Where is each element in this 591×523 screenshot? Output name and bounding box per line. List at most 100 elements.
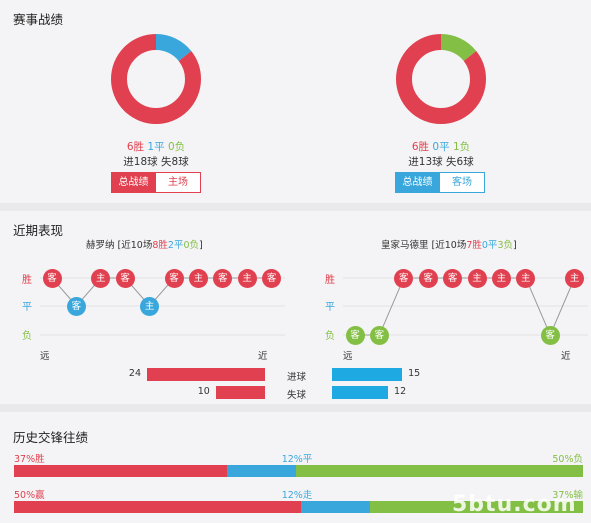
away-near-label: 近 xyxy=(561,351,571,362)
away-record-line: 6胜 0平 1负 xyxy=(385,139,497,154)
home-recent-draws: 2平 xyxy=(167,240,184,251)
away-recent-close: ] xyxy=(512,240,517,251)
record-panel: 赛事战绩 6胜 1平 0负 进18球 失8球 总战绩 主场 6胜 0平 1负 进… xyxy=(0,0,591,203)
home-conceded: 失8球 xyxy=(161,156,189,168)
home-form-chart: 客客主客主客主客主客 xyxy=(40,263,285,353)
home-match-6-marker[interactable]: 客 xyxy=(164,268,184,288)
history-result-draw-segment xyxy=(226,465,296,477)
home-row-win-label: 胜 xyxy=(22,275,32,286)
away-match-6-marker[interactable]: 主 xyxy=(467,268,487,288)
history-loss-text: 50%负 xyxy=(552,454,583,465)
home-venue-tab[interactable]: 主场 xyxy=(155,172,201,193)
home-donut-win-slice xyxy=(111,34,201,124)
history-title: 历史交锋往绩 xyxy=(13,430,89,445)
home-total-tab[interactable]: 总战绩 xyxy=(111,172,156,193)
history-handicap-draw-segment xyxy=(301,501,371,513)
home-row-loss-label: 负 xyxy=(22,331,32,342)
away-goals-value: 15 xyxy=(408,368,421,379)
away-match-4-marker[interactable]: 客 xyxy=(418,268,438,288)
away-recent-draws: 0平 xyxy=(481,240,498,251)
home-losses: 0负 xyxy=(167,141,186,153)
home-match-8-marker[interactable]: 客 xyxy=(213,268,233,288)
away-total-tab[interactable]: 总战绩 xyxy=(395,172,440,193)
history-handicap-win-text: 50%赢 xyxy=(14,490,45,501)
home-far-label: 远 xyxy=(40,351,50,362)
home-recent-wins: 8胜 xyxy=(152,240,168,251)
home-near-label: 近 xyxy=(258,351,268,362)
away-conceded: 失6球 xyxy=(446,156,474,168)
history-win-text: 37%胜 xyxy=(14,454,45,465)
away-conceded-bar xyxy=(332,386,389,399)
away-row-win-label: 胜 xyxy=(325,275,335,286)
home-recent-header: 赫罗纳 [近10场8胜2平0负] xyxy=(86,237,203,251)
away-goals-bar xyxy=(332,368,403,381)
away-venue-tab[interactable]: 客场 xyxy=(439,172,485,193)
away-team-name: 皇家马德里 xyxy=(381,240,429,251)
home-row-draw-label: 平 xyxy=(22,302,32,313)
away-donut-win-slice xyxy=(396,34,486,124)
away-recent-header: 皇家马德里 [近10场7胜0平3负] xyxy=(381,237,517,251)
away-losses: 1负 xyxy=(452,141,471,153)
away-match-1-marker[interactable]: 客 xyxy=(345,325,365,345)
home-form-trend-line xyxy=(51,277,272,307)
away-match-10-marker[interactable]: 主 xyxy=(565,268,585,288)
away-wins: 6胜 xyxy=(411,141,430,153)
home-goals: 进18球 xyxy=(123,156,158,168)
watermark: 5btu.com xyxy=(452,492,577,517)
history-handicap-push-text: 12%走 xyxy=(281,490,313,501)
away-row-draw-label: 平 xyxy=(325,302,335,313)
home-record-line: 6胜 1平 0负 xyxy=(100,139,212,154)
away-record-donut xyxy=(396,34,486,124)
home-match-5-marker[interactable]: 主 xyxy=(140,296,160,316)
home-team-name: 赫罗纳 xyxy=(86,240,115,251)
home-conceded-value: 10 xyxy=(197,386,210,397)
home-wins: 6胜 xyxy=(126,141,145,153)
away-form-chart: 客客客客客主主主客主 xyxy=(343,263,588,353)
history-handicap-loss-text: 37%输 xyxy=(552,490,583,501)
home-recent-close: ] xyxy=(198,240,203,251)
home-match-1-marker[interactable]: 客 xyxy=(42,268,62,288)
home-match-7-marker[interactable]: 主 xyxy=(188,268,208,288)
home-match-10-marker[interactable]: 客 xyxy=(262,268,282,288)
away-goals-line: 进13球 失6球 xyxy=(385,154,497,169)
home-conceded-bar xyxy=(215,386,265,399)
home-match-9-marker[interactable]: 主 xyxy=(237,268,257,288)
history-panel: 历史交锋往绩 37%胜 12%平 50%负 50%赢 12%走 37%输 5bt… xyxy=(0,412,591,523)
home-goals-bar xyxy=(147,368,265,381)
away-match-5-marker[interactable]: 客 xyxy=(443,268,463,288)
goals-label: 进球 xyxy=(287,372,307,383)
away-goals: 进13球 xyxy=(408,156,443,168)
record-title: 赛事战绩 xyxy=(13,12,64,27)
away-recent-losses: 3负 xyxy=(497,240,513,251)
home-goals-value: 24 xyxy=(128,368,141,379)
home-match-4-marker[interactable]: 客 xyxy=(115,268,135,288)
away-match-9-marker[interactable]: 客 xyxy=(540,325,560,345)
recent-title: 近期表现 xyxy=(13,223,64,238)
away-draws: 0平 xyxy=(432,141,450,153)
home-goals-line: 进18球 失8球 xyxy=(100,154,212,169)
home-match-2-marker[interactable]: 客 xyxy=(66,296,86,316)
home-record-donut xyxy=(111,34,201,124)
away-row-loss-label: 负 xyxy=(325,331,335,342)
history-result-loss-segment xyxy=(295,465,583,477)
history-handicap-win-segment xyxy=(14,501,302,513)
away-match-7-marker[interactable]: 主 xyxy=(491,268,511,288)
away-match-2-marker[interactable]: 客 xyxy=(369,325,389,345)
recent-panel: 近期表现 赫罗纳 [近10场8胜2平0负] 皇家马德里 [近10场7胜0平3负]… xyxy=(0,211,591,404)
home-draws: 1平 xyxy=(147,141,165,153)
home-match-3-marker[interactable]: 主 xyxy=(91,268,111,288)
home-recent-losses: 0负 xyxy=(183,240,199,251)
away-form-trend-line xyxy=(355,277,576,337)
history-draw-text: 12%平 xyxy=(281,454,313,465)
history-result-bar xyxy=(14,465,583,477)
conceded-label: 失球 xyxy=(287,390,307,401)
away-recent-wins: 7胜 xyxy=(466,240,482,251)
away-far-label: 远 xyxy=(343,351,353,362)
away-match-8-marker[interactable]: 主 xyxy=(516,268,536,288)
away-conceded-value: 12 xyxy=(394,386,407,397)
away-recent-open: [近10场 xyxy=(428,240,467,251)
history-handicap-bar xyxy=(14,501,583,513)
away-match-3-marker[interactable]: 客 xyxy=(394,268,414,288)
history-handicap-loss-segment xyxy=(370,501,583,513)
home-recent-open: [近10场 xyxy=(114,240,153,251)
